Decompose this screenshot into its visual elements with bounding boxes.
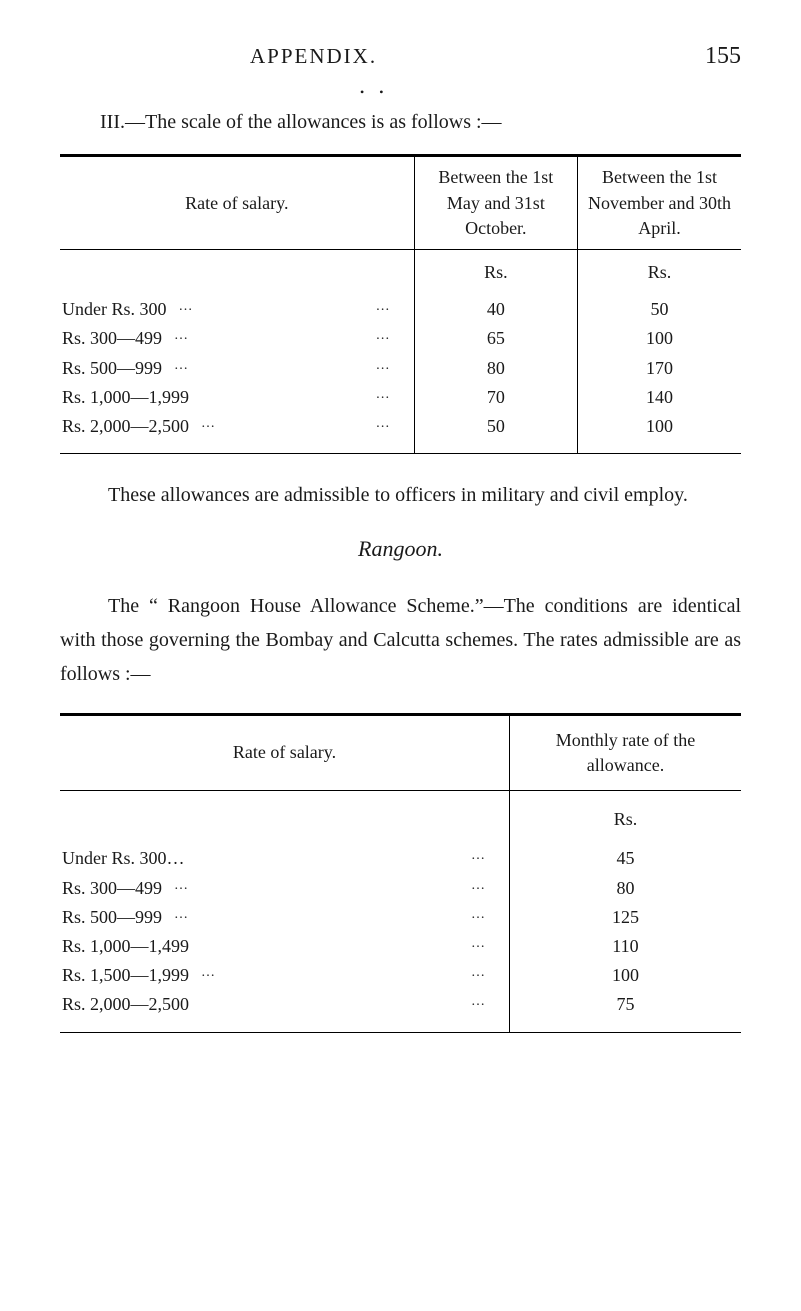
leader-dots: … [471,876,487,901]
t2-row3-text: Rs. 1,000—1,499 [62,934,189,959]
t2-row4-label: Rs. 1,500—1,999 … … [60,961,509,990]
t1-header-right: Between the 1st November and 30th April. [578,156,741,250]
t2-row1-right: 80 [509,874,741,903]
t1-header-rate: Rate of salary. [60,156,414,250]
t1-row1-label: Rs. 300—499 … … [60,324,414,353]
paragraph-2: The “ Rangoon House Allowance Scheme.”—T… [60,589,741,691]
page-header: APPENDIX. 155 [60,40,741,74]
t2-row4-right: 100 [509,961,741,990]
t1-row2-right: 170 [578,354,741,383]
leader-dots: … [174,326,190,351]
t1-row1-text: Rs. 300—499 [62,326,162,351]
page-number: 155 [705,40,741,74]
t2-row5-text: Rs. 2,000—2,500 [62,992,189,1017]
leader-dots: … [471,846,487,871]
t1-subhead-mid: Rs. [414,249,577,295]
intro-text: III.—The scale of the allowances is as f… [100,108,741,136]
leader-dots: … [201,963,217,988]
leader-dots: … [376,414,392,439]
leader-dots: … [179,297,195,322]
leader-dots: … [174,905,190,930]
t1-subhead-empty [60,249,414,295]
t1-row1-right: 100 [578,324,741,353]
paragraph-1: These allowances are admissible to offic… [60,478,741,512]
t1-row2-text: Rs. 500—999 [62,356,162,381]
t1-row4-text: Rs. 2,000—2,500 [62,414,189,439]
leader-dots: … [471,934,487,959]
t2-header-right: Monthly rate of the allowance. [509,714,741,790]
t2-row0-text: Under Rs. 300… [62,846,185,871]
t2-row4-text: Rs. 1,500—1,999 [62,963,189,988]
t1-row3-label: Rs. 1,000—1,999 … [60,383,414,412]
leader-dots: … [201,414,217,439]
t1-row3-right: 140 [578,383,741,412]
t1-row3-text: Rs. 1,000—1,999 [62,385,189,410]
leader-dots: … [174,876,190,901]
leader-dots: … [376,356,392,381]
t1-row0-mid: 40 [414,295,577,324]
leader-dots: … [471,905,487,930]
allowance-table-1: Rate of salary. Between the 1st May and … [60,154,741,454]
t1-row1-mid: 65 [414,324,577,353]
allowance-table-2: Rate of salary. Monthly rate of the allo… [60,713,741,1033]
leader-dots: … [174,356,190,381]
t2-row5-right: 75 [509,990,741,1032]
t2-row3-right: 110 [509,932,741,961]
decorative-dots: • • [360,84,741,101]
t1-header-mid: Between the 1st May and 31st October. [414,156,577,250]
t1-row4-label: Rs. 2,000—2,500 … … [60,412,414,454]
t1-row3-mid: 70 [414,383,577,412]
appendix-title: APPENDIX. [250,42,377,71]
t2-header-rate: Rate of salary. [60,714,509,790]
leader-dots: … [376,326,392,351]
t1-row0-label: Under Rs. 300 … … [60,295,414,324]
t1-subhead-right: Rs. [578,249,741,295]
leader-dots: … [471,963,487,988]
t1-row0-text: Under Rs. 300 [62,297,167,322]
t2-row0-right: 45 [509,844,741,873]
t1-row4-right: 100 [578,412,741,454]
t2-row0-label: Under Rs. 300… … [60,844,509,873]
t1-row4-mid: 50 [414,412,577,454]
t2-row1-text: Rs. 300—499 [62,876,162,901]
leader-dots: … [376,297,392,322]
t1-row2-mid: 80 [414,354,577,383]
t2-subhead-right: Rs. [509,791,741,845]
t2-row5-label: Rs. 2,000—2,500 … [60,990,509,1032]
t2-row2-text: Rs. 500—999 [62,905,162,930]
t1-row2-label: Rs. 500—999 … … [60,354,414,383]
t2-row2-label: Rs. 500—999 … … [60,903,509,932]
leader-dots: … [376,385,392,410]
section-heading-rangoon: Rangoon. [60,534,741,565]
t2-row2-right: 125 [509,903,741,932]
t2-subhead-empty [60,791,509,845]
t1-row0-right: 50 [578,295,741,324]
t2-row1-label: Rs. 300—499 … … [60,874,509,903]
leader-dots: … [471,992,487,1017]
t2-row3-label: Rs. 1,000—1,499 … [60,932,509,961]
